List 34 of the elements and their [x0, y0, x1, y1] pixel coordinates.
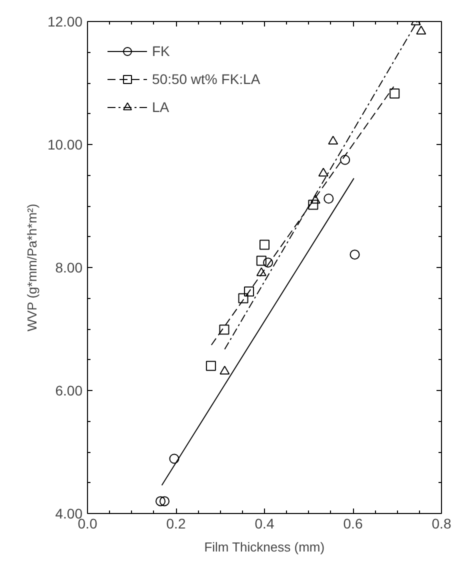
x-tick-label: 0.8 — [432, 516, 452, 532]
point — [390, 88, 400, 98]
point — [220, 366, 230, 375]
legend-label: FK — [152, 43, 171, 59]
x-axis-title: Film Thickness (mm) — [204, 540, 325, 554]
point — [244, 286, 254, 296]
point — [263, 258, 274, 268]
point — [219, 324, 230, 335]
point — [260, 240, 270, 250]
point — [328, 136, 338, 145]
point — [238, 293, 248, 304]
point — [416, 26, 426, 34]
point — [340, 154, 350, 165]
point — [256, 256, 266, 266]
x-tick-label: 0.2 — [166, 516, 186, 532]
point — [256, 267, 266, 276]
point — [324, 194, 334, 204]
y-tick-label: 6.00 — [55, 382, 83, 398]
point — [308, 200, 318, 210]
legend-label: LA — [152, 99, 170, 115]
point — [350, 250, 360, 260]
y-tick-label: 8.00 — [55, 260, 83, 276]
point — [318, 168, 328, 177]
y-tick-label: 10.00 — [47, 136, 83, 152]
y-tick-label: 12.00 — [47, 14, 83, 30]
x-tick-label: 0.6 — [343, 516, 363, 532]
legend-label: 50:50 wt% FK:LA — [152, 71, 260, 87]
point — [206, 360, 216, 371]
point — [169, 454, 180, 464]
x-tick-label: 0.4 — [254, 516, 274, 532]
point — [310, 194, 320, 204]
point — [159, 496, 170, 506]
y-axis-title: WVP (g*mm/Pa*h*m²) — [24, 204, 40, 332]
point — [156, 496, 166, 506]
